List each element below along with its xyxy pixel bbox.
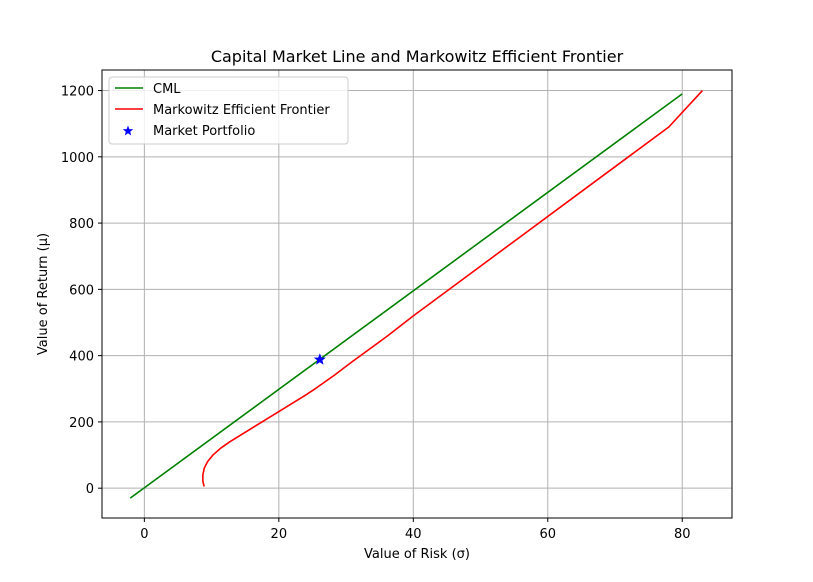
series-layer: [129, 89, 704, 499]
x-tick-label: 80: [674, 527, 691, 542]
x-axis-label: Value of Risk (σ): [364, 547, 470, 562]
y-tick-label: 1000: [61, 151, 94, 166]
grid: [102, 70, 732, 518]
legend-box: [108, 76, 349, 145]
y-tick-label: 1200: [61, 85, 94, 100]
point-market-portfolio: [313, 353, 326, 365]
x-tick-label: 40: [405, 527, 422, 542]
legend-swatch-market-star: [122, 125, 134, 136]
y-axis-label: Value of Return (μ): [36, 233, 51, 355]
x-tick-label: 60: [540, 527, 557, 542]
y-tick-label: 0: [86, 482, 94, 497]
y-tick-label: 600: [69, 283, 94, 298]
x-tick-label: 20: [271, 527, 288, 542]
x-tick-label: 0: [140, 527, 148, 542]
legend-label-cml: CML: [153, 82, 181, 97]
plot-frame: [101, 69, 733, 519]
y-tick-label: 800: [69, 217, 94, 232]
series-line-markowitz-efficient-frontier: [202, 89, 704, 487]
legend: CML Markowitz Efficient Frontier Market …: [108, 76, 349, 145]
y-tick-label: 400: [69, 350, 94, 365]
y-tick-label: 200: [69, 416, 94, 431]
series-line-cml: [129, 93, 683, 499]
legend-label-frontier: Markowitz Efficient Frontier: [153, 103, 330, 118]
chart-title: Capital Market Line and Markowitz Effici…: [211, 47, 624, 66]
legend-label-market: Market Portfolio: [153, 124, 255, 139]
